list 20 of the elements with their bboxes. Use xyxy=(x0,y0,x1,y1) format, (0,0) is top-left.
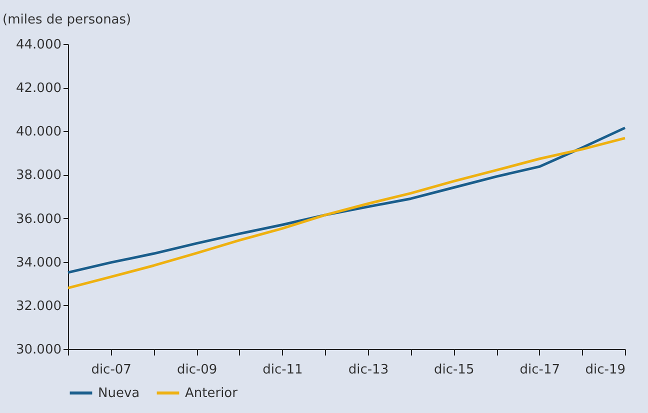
y-tick-label: 40.000 xyxy=(16,124,62,140)
line-series xyxy=(66,136,626,290)
legend-label: Anterior xyxy=(185,386,238,401)
y-tick-label: 30.000 xyxy=(16,342,62,358)
y-tick-label: 44.000 xyxy=(16,38,62,52)
y-tick-label: 34.000 xyxy=(16,255,62,270)
x-tick-label: dic-09 xyxy=(176,362,218,378)
x-tick-label: dic-17 xyxy=(520,362,560,378)
x-tick-label: dic-13 xyxy=(348,362,389,378)
y-tick-label: 42.000 xyxy=(16,81,62,96)
legend-label: Nueva xyxy=(98,386,140,401)
y-tick-label: 38.000 xyxy=(16,168,62,184)
y-axis-title: (miles de personas) xyxy=(2,12,132,28)
y-tick-label: 36.000 xyxy=(16,212,62,227)
x-tick-label: dic-19 xyxy=(585,362,626,378)
y-tick-label: 32.000 xyxy=(16,298,62,314)
x-tick-label: dic-07 xyxy=(91,362,132,378)
x-tick-label: dic-15 xyxy=(434,362,474,378)
line-series xyxy=(66,126,626,274)
x-tick-label: dic-11 xyxy=(262,362,303,378)
